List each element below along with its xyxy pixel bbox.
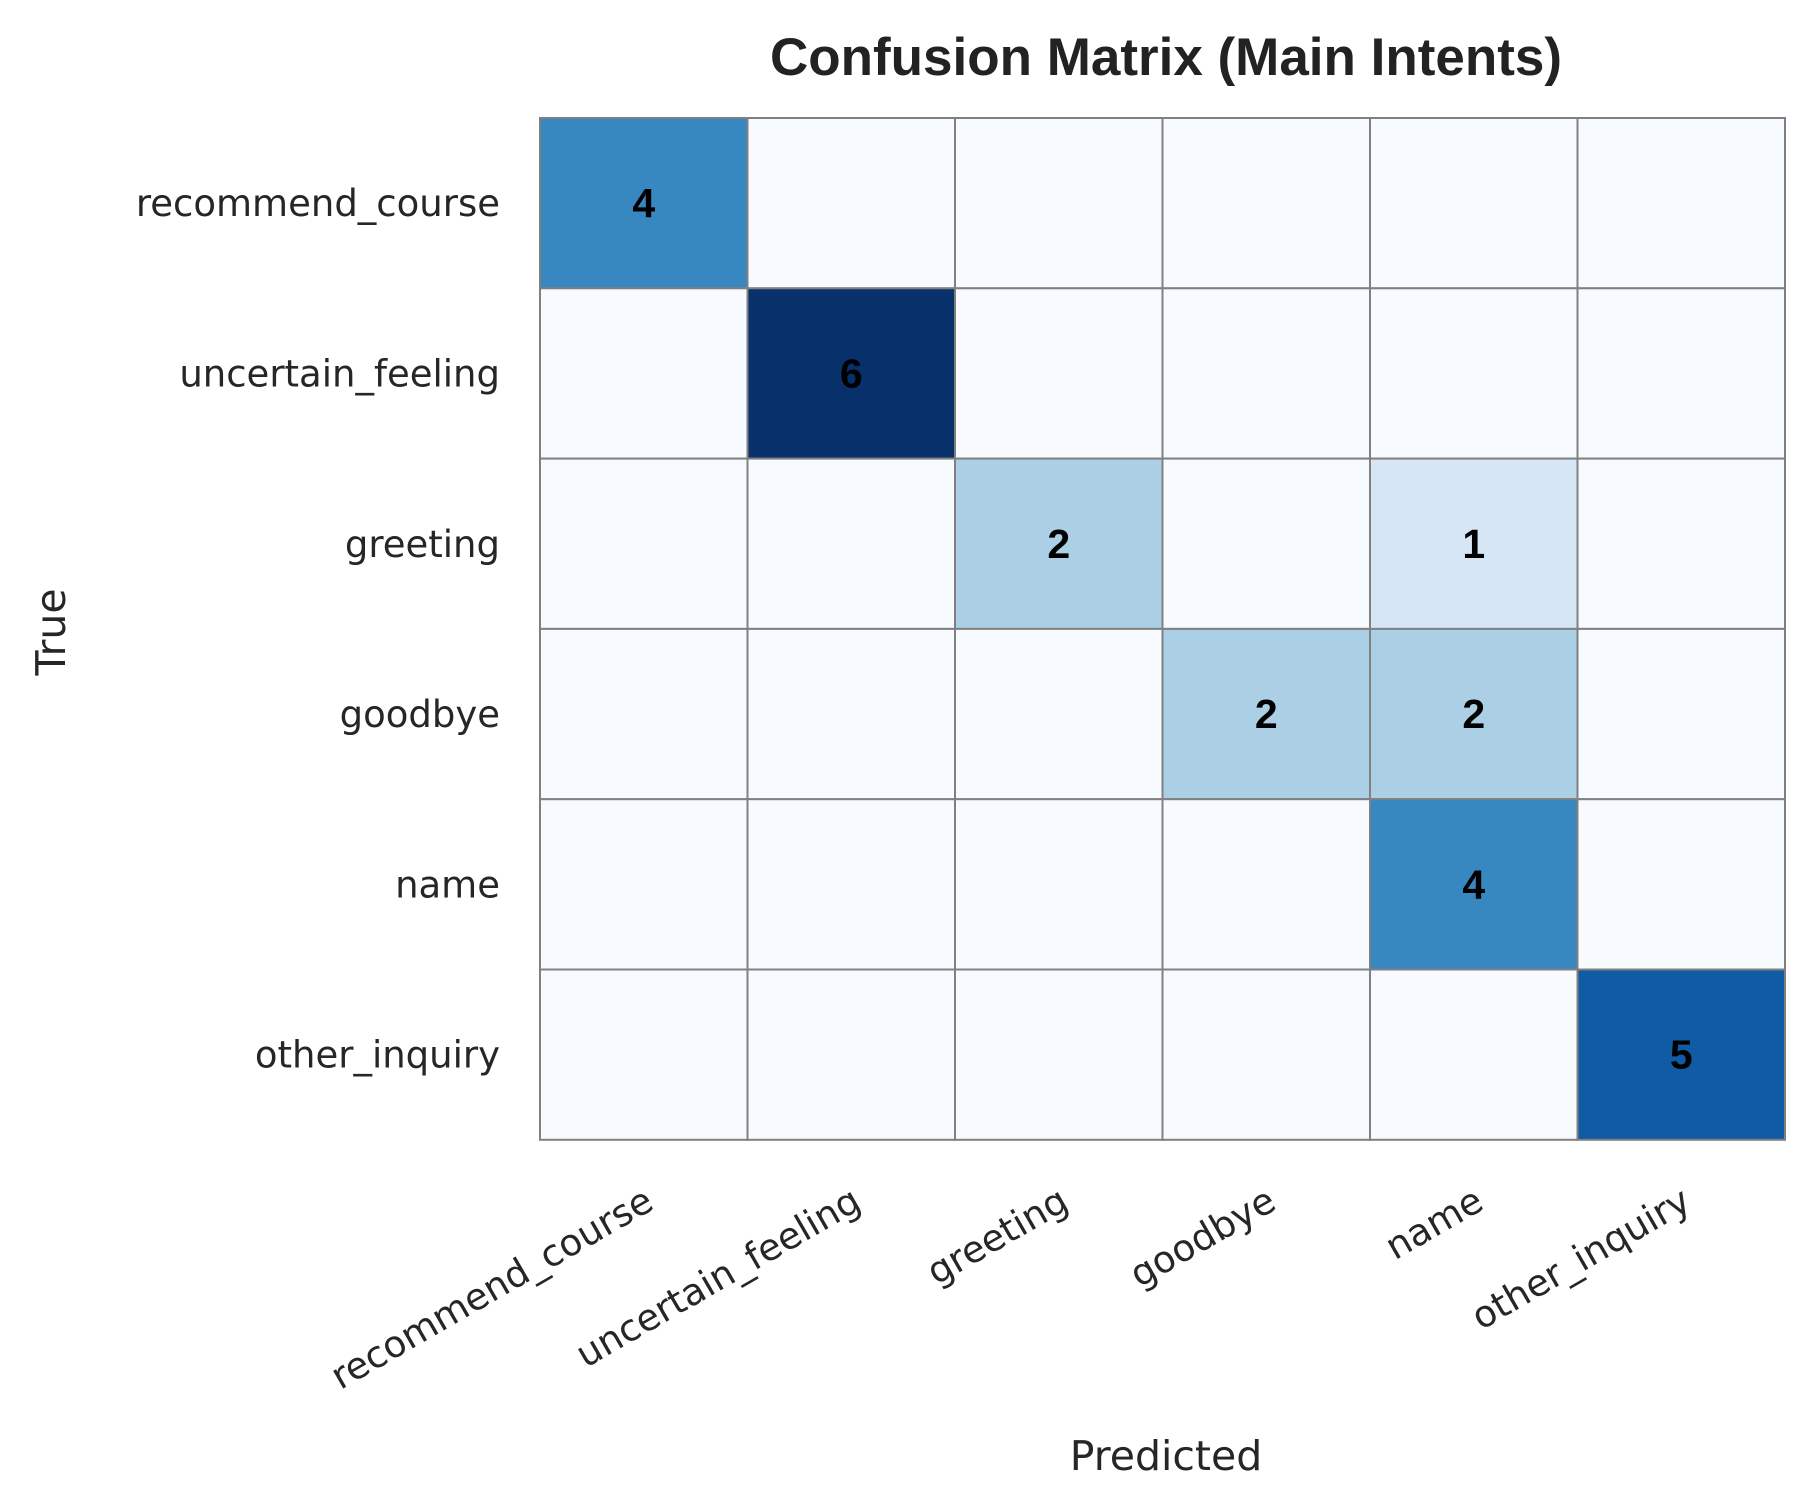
chart-title: Confusion Matrix (Main Intents) [770,28,1562,87]
heatmap-cell-r3-c5 [1576,627,1786,801]
heatmap-cell-r1-c2 [954,287,1164,460]
heatmap-cell-r3-c3 [1161,627,1371,801]
y-tick-label-0: recommend_course [136,182,500,225]
x-tick-label-0: recommend_course [323,1179,660,1398]
y-tick-label-5: other_inquiry [255,1034,500,1077]
heatmap-cell-r2-c1 [746,457,956,630]
heatmap-cell-r3-c2 [954,627,1164,801]
heatmap-cell-r4-c0 [539,798,749,971]
heatmap-cell-r3-c0 [539,627,749,801]
x-tick-label-4: name [1378,1179,1490,1269]
heatmap-cell-r5-c4 [1369,968,1579,1141]
y-axis-label: True [27,588,75,676]
cell-value-label-r3-c3: 2 [1255,691,1278,737]
y-tick-label-2: greeting [345,523,500,566]
cell-value-label-r5-c5: 5 [1670,1032,1693,1078]
heatmap-cell-r4-c1 [746,798,956,971]
heatmap-cell-r3-c1 [746,627,956,801]
heatmap-cell-r5-c5 [1576,968,1786,1141]
y-tick-label-4: name [395,863,500,906]
x-tick-label-5: other_inquiry [1464,1179,1698,1339]
heatmap-cell-r2-c0 [539,457,749,630]
heatmap-cells [539,117,1786,1141]
heatmap-cell-r2-c4 [1369,457,1579,630]
heatmap-cell-r0-c2 [954,117,1164,290]
cell-value-label-r2-c2: 2 [1047,521,1070,567]
heatmap-cell-r4-c2 [954,798,1164,971]
x-axis-label: Predicted [1070,1432,1262,1480]
heatmap-cell-r5-c1 [746,968,956,1141]
heatmap-cell-r2-c5 [1576,457,1786,630]
heatmap-cell-r1-c3 [1161,287,1371,460]
y-tick-labels: recommend_course uncertain_feelinggreetin… [136,182,500,1077]
cell-value-label-r4-c4: 4 [1462,861,1485,907]
heatmap-cell-r1-c0 [539,287,749,460]
cell-value-label-r3-c4: 2 [1462,691,1485,737]
heatmap-cell-labels: 4 6 2 1 2 2 4 5 [632,180,1692,1078]
heatmap-cell-r1-c4 [1369,287,1579,460]
y-tick-label-1: uncertain_feeling [179,352,500,395]
heatmap-cell-r4-c5 [1576,798,1786,971]
x-tick-label-2: greeting [919,1179,1075,1294]
heatmap-cell-r0-c5 [1576,117,1786,290]
cell-value-label-r0-c0: 4 [632,180,655,226]
heatmap-cell-r0-c3 [1161,117,1371,290]
heatmap-cell-r5-c2 [954,968,1164,1141]
heatmap-cell-r0-c1 [746,117,956,290]
x-tick-label-3: goodbye [1122,1179,1282,1296]
heatmap-cell-r0-c4 [1369,117,1579,290]
heatmap-cell-r1-c5 [1576,287,1786,460]
heatmap-cell-r1-c1 [746,287,956,460]
heatmap-cell-r2-c2 [954,457,1164,630]
heatmap-cell-r3-c4 [1369,627,1579,801]
heatmap-cell-r0-c0 [539,117,749,290]
cell-value-label-r2-c4: 1 [1462,521,1485,567]
heatmap-cell-r2-c3 [1161,457,1371,630]
heatmap-cell-r5-c3 [1161,968,1371,1141]
heatmap-cell-r5-c0 [539,968,749,1141]
heatmap-cell-r4-c3 [1161,798,1371,971]
y-tick-label-3: goodbye [340,693,500,736]
cell-value-label-r1-c1: 6 [840,350,863,396]
